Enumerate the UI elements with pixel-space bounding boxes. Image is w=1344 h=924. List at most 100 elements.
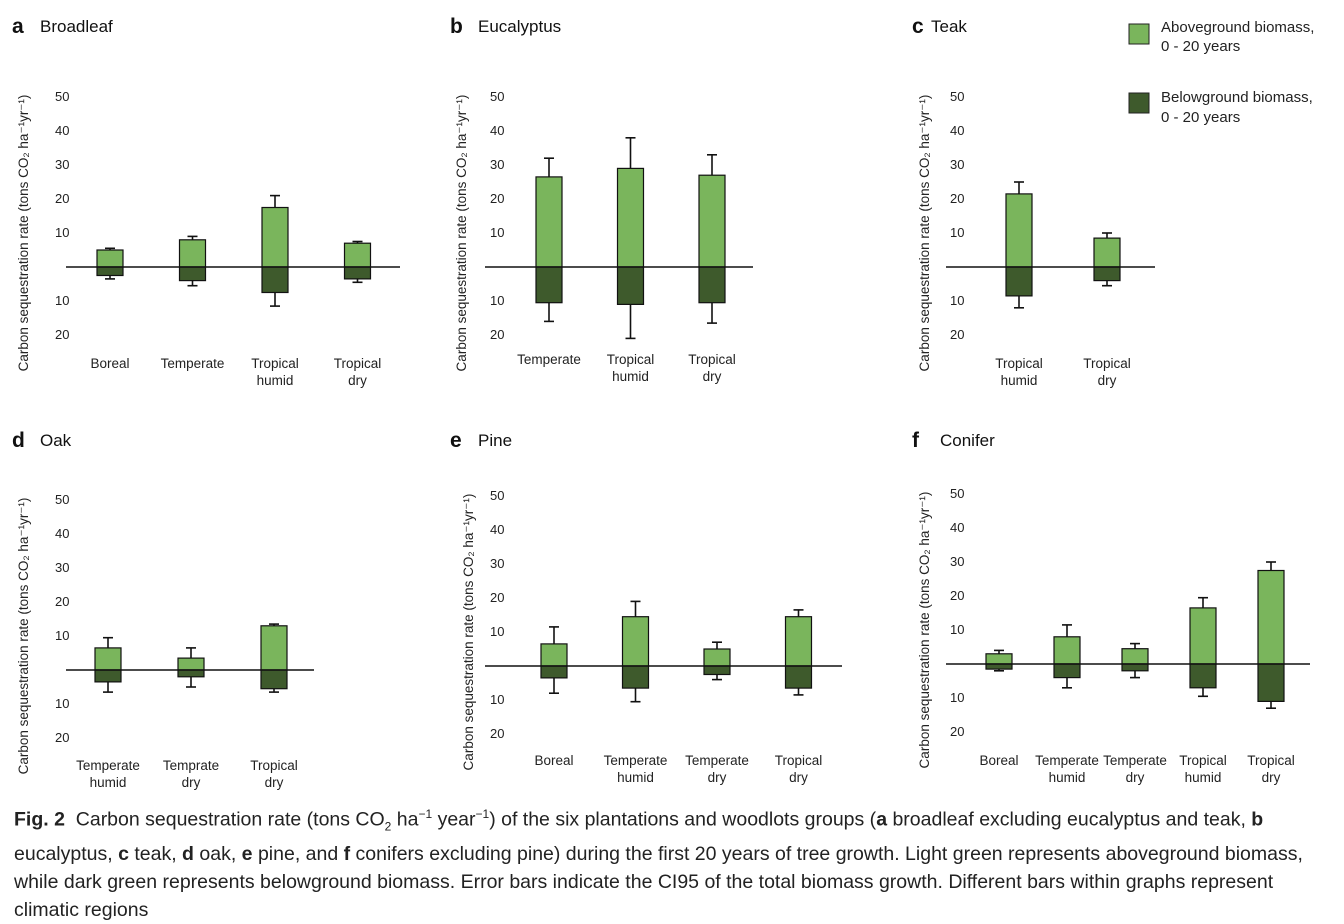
panel-a-ytick: 10 [55, 225, 69, 240]
panel-a-ytick: 40 [55, 123, 69, 138]
panel-e-bar-aboveground [621, 616, 650, 667]
panel-f-category-label: humid [1049, 770, 1086, 785]
panel-b-category-label: Temperate [517, 352, 581, 367]
panel-f-letter: f [912, 429, 920, 452]
panel-f-ytick: 50 [950, 486, 964, 501]
panel-c-letter: c [912, 15, 924, 38]
panel-b-bar-aboveground [535, 176, 563, 268]
panel-c-bar-belowground [1005, 266, 1033, 297]
panel-f-category-label: Temperate [1103, 753, 1167, 768]
panel-e-ytick: 10 [490, 692, 504, 707]
panel-a-category-label: Tropical [251, 356, 299, 371]
panel-e-title: Pine [478, 431, 512, 450]
caption-e: e [241, 843, 253, 866]
panel-d-category-label: Temperate [76, 758, 140, 773]
panel-a-ytick: 20 [55, 191, 69, 206]
caption-text-2: ha [391, 808, 419, 831]
panel-d-letter: d [12, 429, 25, 452]
panel-f-ytick: 20 [950, 588, 964, 603]
panel-b-bar-aboveground [616, 167, 645, 268]
panel-b-ytick: 10 [490, 293, 504, 308]
panel-c-ytick: 10 [950, 293, 964, 308]
panel-c-ytick: 30 [950, 157, 964, 172]
panel-c-ytick: 50 [950, 89, 964, 104]
panel-e-ytick: 20 [490, 590, 504, 605]
panel-d-bar-belowground [94, 669, 122, 683]
panel-c-category-label: dry [1098, 373, 1117, 388]
panel-e-bar-belowground [703, 665, 731, 676]
panel-b-bar-belowground [616, 266, 645, 306]
panel-b-category-label: dry [703, 369, 722, 384]
panel-d-ylabel: Carbon sequestration rate (tons CO₂ ha⁻¹… [16, 498, 31, 775]
panel-e-bar-belowground [621, 665, 650, 689]
panel-a-bar-aboveground [178, 239, 207, 268]
panel-e-bar-belowground [784, 665, 813, 689]
panel-a-title: Broadleaf [40, 17, 113, 36]
panel-d-category-label: Tropical [250, 758, 298, 773]
panel-e-category-label: dry [708, 770, 727, 785]
panel-c-ytick: 10 [950, 225, 964, 240]
legend-label-belowground-line2: 0 - 20 years [1161, 109, 1240, 126]
panel-a-letter: a [12, 15, 24, 38]
panel-f-ytick: 20 [950, 724, 964, 739]
panel-d-bar-aboveground [94, 647, 122, 671]
panel-f-bar-aboveground [1053, 636, 1081, 665]
panel-d-title: Oak [40, 431, 72, 450]
panel-f-ytick: 30 [950, 554, 964, 569]
caption-text-1: Carbon sequestration rate (tons CO [75, 808, 385, 831]
panel-c-ylabel: Carbon sequestration rate (tons CO₂ ha⁻¹… [917, 95, 932, 372]
caption-sup-2: −1 [475, 807, 490, 821]
figure-2-panels: a Broadleaf Carbon sequestration rate (ton… [12, 15, 1314, 790]
panel-e-bar-aboveground [784, 616, 813, 667]
panel-a-bar-belowground [178, 266, 207, 282]
panel-a-ylabel: Carbon sequestration rate (tons CO₂ ha⁻¹… [16, 95, 31, 372]
caption-f: f [343, 843, 351, 866]
panel-e-ylabel: Carbon sequestration rate (tons CO₂ ha⁻¹… [461, 494, 476, 771]
panel-e-ytick: 50 [490, 488, 504, 503]
caption-sup-1: −1 [418, 807, 433, 821]
panel-e-category-label: humid [617, 770, 654, 785]
panel-c-ytick: 20 [950, 191, 964, 206]
panel-b-ytick: 20 [490, 327, 504, 342]
panel-a-ytick: 20 [55, 327, 69, 342]
panel-c-category-label: Tropical [995, 356, 1043, 371]
caption-c: c [118, 843, 129, 866]
panel-a-bar-belowground [343, 266, 372, 280]
panel-c-category-label: Tropical [1083, 356, 1131, 371]
figure-caption: Fig. 2 Carbon sequestration rate (tons C… [14, 800, 1330, 924]
legend-label-aboveground-line1: Aboveground biomass, [1161, 19, 1314, 36]
panel-e-ytick: 10 [490, 624, 504, 639]
panel-a-category-label: Temperate [161, 356, 225, 371]
panel-d-bar-aboveground [177, 657, 205, 671]
panel-c-ytick: 20 [950, 327, 964, 342]
legend: Aboveground biomass, 0 - 20 years Belowg… [1128, 19, 1314, 126]
panel-c-title: Teak [931, 17, 967, 36]
panel-b-ytick: 40 [490, 123, 504, 138]
panel-b-ytick: 20 [490, 191, 504, 206]
panel-a-bar-aboveground [343, 242, 372, 268]
panel-d-category-label: Temprate [163, 758, 219, 773]
panel-d-ytick: 10 [55, 696, 69, 711]
panel-e-category-label: Boreal [534, 753, 573, 768]
panel-b-category-label: humid [612, 369, 649, 384]
panel-c-bar-aboveground [1093, 237, 1121, 268]
panel-f-category-label: dry [1262, 770, 1281, 785]
legend-label-aboveground-line2: 0 - 20 years [1161, 38, 1240, 55]
panel-d-ytick: 50 [55, 492, 69, 507]
panel-e-category-label: Tropical [775, 753, 823, 768]
caption-a-desc: broadleaf excluding eucalyptus and teak, [887, 808, 1252, 831]
panel-a-ytick: 30 [55, 157, 69, 172]
panel-f-bar-belowground [1189, 663, 1217, 689]
panel-a-ytick: 10 [55, 293, 69, 308]
panel-e-category-label: dry [789, 770, 808, 785]
panel-c-category-label: humid [1001, 373, 1038, 388]
panel-e-ytick: 40 [490, 522, 504, 537]
panel-c-ytick: 40 [950, 123, 964, 138]
panel-f-ytick: 10 [950, 622, 964, 637]
legend-swatch-aboveground [1128, 23, 1150, 45]
panel-a-category-label: humid [257, 373, 294, 388]
panel-d-bar-aboveground [260, 625, 288, 671]
panel-e-ytick: 30 [490, 556, 504, 571]
caption-sub-2: 2 [384, 819, 392, 834]
panel-d-bar-belowground [260, 669, 288, 690]
